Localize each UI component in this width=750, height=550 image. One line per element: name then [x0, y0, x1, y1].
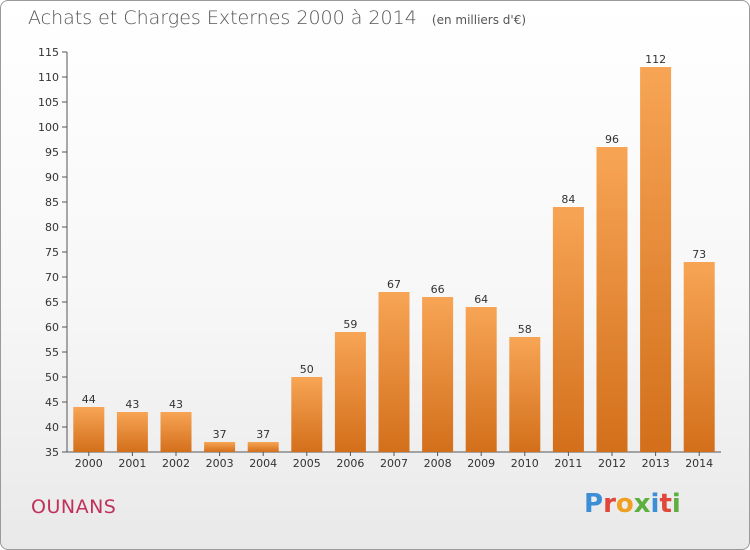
bar-2012 [596, 147, 628, 452]
x-tick-label: 2010 [511, 457, 539, 470]
value-label-2003: 37 [213, 428, 227, 441]
x-tick-label: 2001 [118, 457, 146, 470]
y-tick-label: 90 [45, 171, 59, 184]
value-label-2006: 59 [343, 318, 357, 331]
y-tick-label: 80 [45, 221, 59, 234]
logo-letter: t [659, 489, 672, 519]
value-label-2008: 66 [431, 283, 445, 296]
bar-2004 [247, 442, 279, 452]
bar-2005 [291, 377, 323, 452]
logo-letter: i [650, 489, 660, 519]
value-label-2012: 96 [605, 133, 619, 146]
bar-2009 [465, 307, 497, 452]
y-tick-label: 35 [45, 446, 59, 459]
x-tick-label: 2009 [467, 457, 495, 470]
bar-2002 [160, 412, 192, 452]
y-tick-label: 115 [38, 46, 59, 59]
logo-letter: o [615, 489, 634, 519]
logo-letter: i [671, 489, 681, 519]
y-tick-label: 50 [45, 371, 59, 384]
x-tick-label: 2014 [685, 457, 713, 470]
value-label-2001: 43 [125, 398, 139, 411]
value-label-2014: 73 [692, 248, 706, 261]
x-tick-label: 2003 [206, 457, 234, 470]
x-tick-label: 2008 [424, 457, 452, 470]
value-label-2004: 37 [256, 428, 270, 441]
value-label-2011: 84 [561, 193, 575, 206]
chart-title-text: Achats et Charges Externes 2000 à 2014 [28, 7, 417, 29]
logo-letter: r [603, 489, 616, 519]
y-tick-label: 95 [45, 146, 59, 159]
bar-2008 [422, 297, 454, 452]
y-tick-label: 40 [45, 421, 59, 434]
y-tick-label: 60 [45, 321, 59, 334]
y-tick-label: 110 [38, 71, 59, 84]
x-tick-label: 2007 [380, 457, 408, 470]
bar-2014 [683, 262, 715, 452]
bar-2000 [73, 407, 105, 452]
bar-2010 [509, 337, 541, 452]
chart-value-labels: 44 43 43 37 37 50 59 67 66 64 58 84 96 112 73 [82, 53, 706, 441]
value-label-2010: 58 [518, 323, 532, 336]
value-label-2002: 43 [169, 398, 183, 411]
bar-2011 [552, 207, 584, 452]
y-tick-label: 100 [38, 121, 59, 134]
bar-2013 [640, 67, 672, 452]
x-tick-label: 2013 [642, 457, 670, 470]
value-label-2000: 44 [82, 393, 96, 406]
y-tick-label: 85 [45, 196, 59, 209]
bar-2001 [116, 412, 148, 452]
y-tick-label: 70 [45, 271, 59, 284]
logo-letter: P [584, 489, 604, 519]
value-label-2009: 64 [474, 293, 488, 306]
y-tick-label: 105 [38, 96, 59, 109]
value-label-2007: 67 [387, 278, 401, 291]
x-tick-label: 2000 [75, 457, 103, 470]
chart-unit: (en milliers d'€) [431, 13, 527, 27]
y-tick-label: 45 [45, 396, 59, 409]
commune-name: OUNANS [31, 496, 117, 518]
logo-letter: x [633, 489, 651, 519]
chart-title: Achats et Charges Externes 2000 à 2014 (… [28, 7, 526, 29]
proxiti-logo: Proxiti [584, 489, 681, 519]
y-tick-label: 65 [45, 296, 59, 309]
bar-2003 [204, 442, 236, 452]
x-tick-label: 2012 [598, 457, 626, 470]
y-tick-label: 75 [45, 246, 59, 259]
bar-2007 [378, 292, 410, 452]
x-tick-label: 2004 [249, 457, 277, 470]
bar-2006 [334, 332, 366, 452]
x-tick-label: 2002 [162, 457, 190, 470]
x-tick-label: 2005 [293, 457, 321, 470]
chart-bars [73, 67, 715, 452]
x-tick-label: 2006 [336, 457, 364, 470]
value-label-2005: 50 [300, 363, 314, 376]
value-label-2013: 112 [645, 53, 666, 66]
y-tick-label: 55 [45, 346, 59, 359]
x-tick-label: 2011 [554, 457, 582, 470]
